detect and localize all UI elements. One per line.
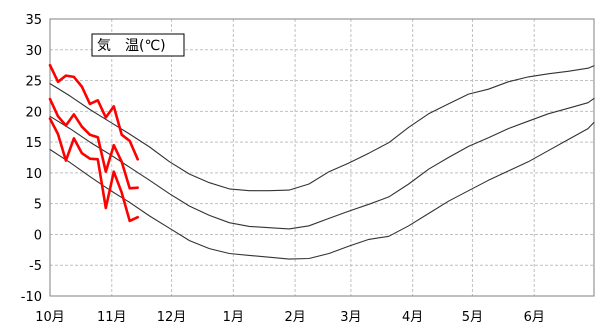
y-tick-label: 0 [34,228,42,243]
observed-lines [48,63,139,223]
y-tick-label: -5 [29,259,42,274]
x-tick-label: 2月 [284,310,305,325]
y-tick-label: -10 [21,290,42,305]
x-tick-label: 11月 [97,310,127,325]
y-tick-label: 30 [25,44,42,59]
y-tick-label: 10 [25,167,42,182]
normal-line [49,65,595,192]
y-tick-label: 35 [25,13,42,28]
observed-mean-line [48,97,139,190]
x-tick-label: 3月 [340,310,361,325]
axis-layer [49,18,595,297]
normal-line [49,97,595,230]
x-tick-label: 12月 [157,310,187,325]
x-tick-label: 5月 [462,310,483,325]
x-tick-label: 10月 [35,310,65,325]
x-tick-label: 1月 [223,310,244,325]
x-tick-label: 6月 [524,310,545,325]
chart-title-box: 気 温(℃) [91,33,185,57]
normal-line [49,121,595,260]
y-tick-label: 5 [34,198,42,213]
grid-layer [49,18,594,297]
observed-max-line [48,63,139,161]
observed-min-line [48,117,139,223]
plot-frame [49,18,595,297]
y-tick-label: 15 [25,136,42,151]
x-tick-label: 4月 [402,310,423,325]
normal-lines [49,65,595,260]
y-tick-label: 25 [25,75,42,90]
chart-title: 気 温(℃) [97,38,166,54]
tick-labels: -10 -5 0 5 10 15 20 25 30 35 10月 11月 12月 1月 2月 3月 4月 5月 6月 [21,13,545,325]
y-tick-label: 20 [25,105,42,120]
